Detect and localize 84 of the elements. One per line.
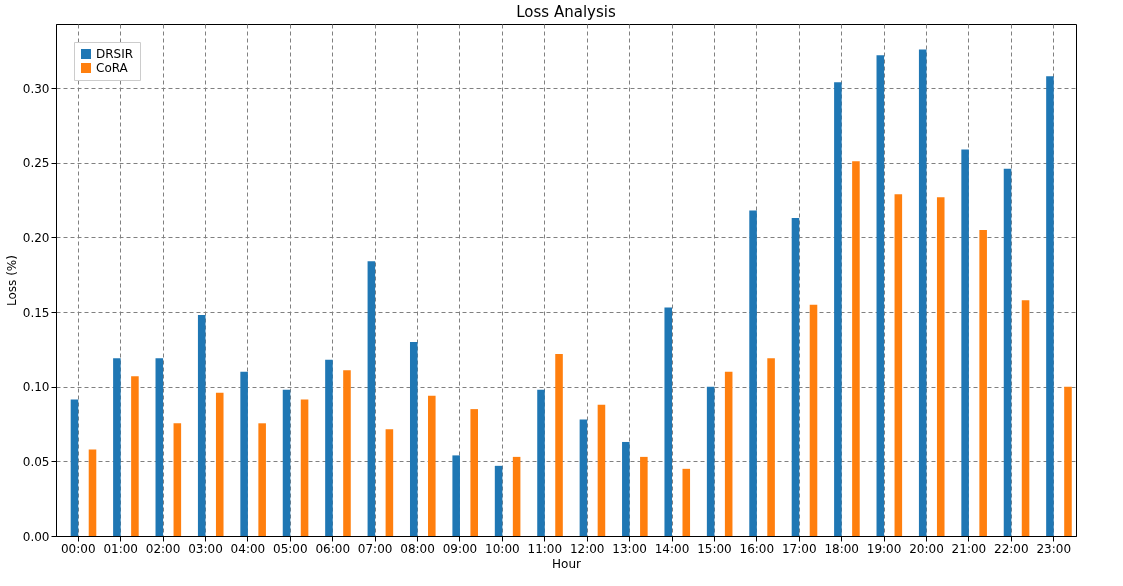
x-tick-label: 06:00 — [315, 541, 351, 556]
bar — [622, 441, 630, 536]
bar — [597, 404, 606, 536]
bar — [1021, 300, 1030, 536]
bar — [936, 197, 945, 536]
bar — [197, 315, 206, 536]
bar — [258, 423, 266, 536]
bar — [1046, 76, 1054, 536]
bar — [300, 399, 309, 536]
bar — [852, 161, 860, 536]
bar — [215, 392, 224, 536]
x-tick-label: 22:00 — [994, 541, 1029, 556]
bar — [367, 261, 376, 536]
x-tick-label: 01:00 — [103, 541, 138, 556]
bar — [537, 389, 545, 536]
bar — [409, 341, 418, 536]
y-tick-label: 0.05 — [22, 454, 50, 469]
bar — [918, 49, 927, 536]
bar — [791, 218, 800, 536]
bar — [664, 307, 673, 536]
bar — [70, 399, 79, 536]
x-tick-label: 05:00 — [273, 541, 308, 556]
x-tick-label: 02:00 — [145, 541, 181, 556]
bar — [767, 358, 775, 536]
x-tick-label: 19:00 — [866, 541, 902, 556]
x-tick-label: 16:00 — [739, 541, 775, 556]
bar — [1064, 386, 1072, 536]
x-tick-label: 09:00 — [442, 541, 478, 556]
bar — [749, 210, 757, 536]
y-axis-title: Loss (%) — [4, 255, 19, 306]
x-tick-label: 03:00 — [188, 541, 223, 556]
x-tick-label: 20:00 — [909, 541, 944, 556]
x-tick-label: 15:00 — [697, 541, 732, 556]
bar — [894, 194, 903, 536]
x-axis-title: Hour — [552, 556, 582, 571]
x-tick-label: 21:00 — [951, 541, 987, 556]
bar — [470, 409, 478, 536]
y-tick-label: 0.00 — [22, 529, 50, 544]
x-tick-label: 18:00 — [824, 541, 859, 556]
bar — [876, 55, 885, 536]
y-tick-label: 0.30 — [22, 81, 50, 96]
bar — [724, 371, 733, 536]
bar — [494, 465, 503, 536]
bar — [809, 304, 818, 536]
bar — [640, 456, 648, 536]
bar — [979, 229, 987, 536]
x-tick-label: 23:00 — [1036, 541, 1072, 556]
legend-label: DRSIR — [96, 47, 134, 61]
x-tick-label: 14:00 — [654, 541, 690, 556]
x-tick-label: 07:00 — [357, 541, 393, 556]
bar — [706, 386, 715, 536]
x-tick-label: 11:00 — [527, 541, 563, 556]
bar — [834, 82, 842, 536]
legend-label: CoRA — [96, 61, 129, 75]
bar — [131, 376, 139, 536]
x-tick-label: 00:00 — [60, 541, 96, 556]
bar — [282, 389, 291, 536]
bar — [555, 353, 563, 536]
x-tick-label: 13:00 — [612, 541, 647, 556]
bar — [452, 455, 460, 536]
x-tick-label: 17:00 — [781, 541, 817, 556]
x-tick-label: 04:00 — [230, 541, 266, 556]
bar — [343, 370, 351, 536]
bar — [155, 358, 164, 536]
bar — [1003, 168, 1012, 536]
bar — [682, 468, 691, 536]
bar — [240, 371, 248, 536]
x-tick-label: 12:00 — [569, 541, 605, 556]
y-tick-label: 0.20 — [22, 230, 50, 245]
bar — [173, 423, 182, 536]
chart-title: Loss Analysis — [516, 3, 616, 21]
bar — [88, 449, 97, 536]
y-tick-label: 0.10 — [22, 380, 50, 395]
bar — [579, 419, 588, 536]
bar — [385, 429, 394, 536]
bar — [512, 456, 521, 536]
x-tick-label: 08:00 — [400, 541, 435, 556]
y-tick-label: 0.15 — [22, 305, 50, 320]
bar — [961, 149, 969, 536]
bar — [428, 395, 436, 536]
bar — [113, 358, 121, 536]
x-tick-label: 10:00 — [485, 541, 520, 556]
y-tick-label: 0.25 — [22, 156, 50, 171]
bar — [325, 359, 333, 536]
